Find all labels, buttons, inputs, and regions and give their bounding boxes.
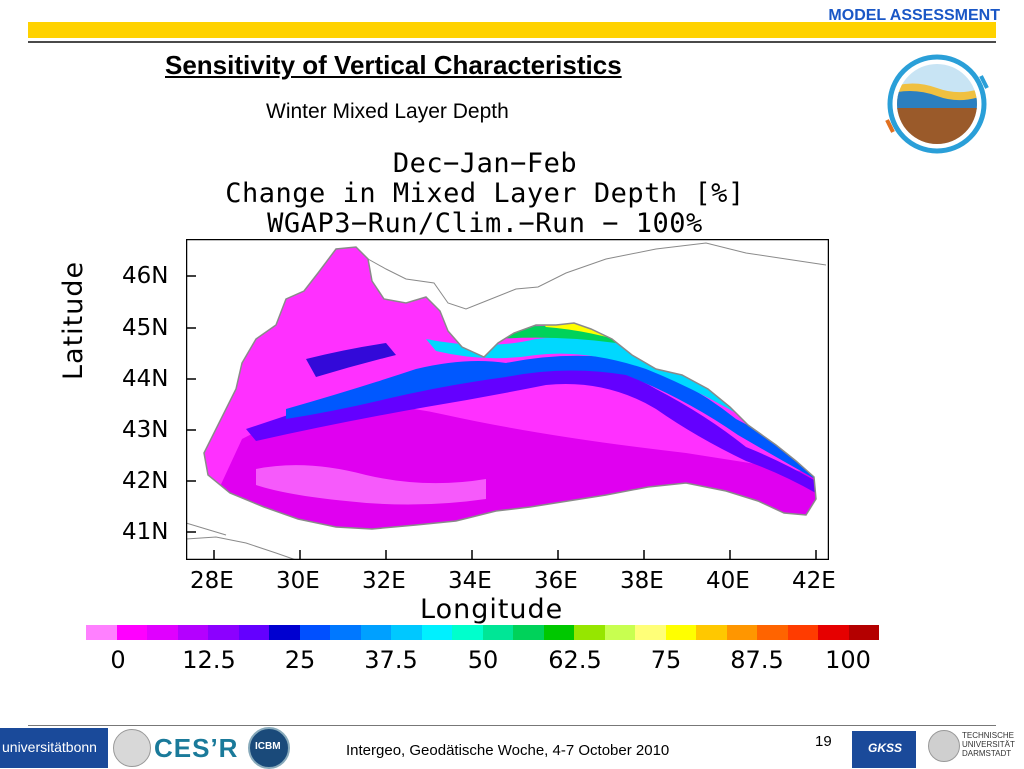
colorbar-tick-label: 87.5	[730, 646, 784, 674]
y-tick-label: 43N	[122, 417, 169, 443]
x-tick-label: 28E	[190, 568, 234, 594]
x-tick-label: 40E	[706, 568, 750, 594]
colorbar-tick-label: 37.5	[364, 646, 418, 674]
university-seal-icon	[113, 729, 151, 767]
tu-logo-line: TECHNISCHE	[962, 731, 1015, 740]
colorbar-swatch	[757, 625, 788, 640]
colorbar-swatch	[238, 625, 269, 640]
footer-text: Intergeo, Geodätische Woche, 4-7 October…	[346, 742, 670, 759]
colorbar-swatch	[574, 625, 605, 640]
colorbar-tick-label: 62.5	[548, 646, 602, 674]
colorbar-tick-label: 100	[825, 646, 871, 674]
icbm-text: ICBM	[255, 741, 281, 752]
icbm-logo: ICBM	[248, 727, 290, 769]
colorbar-swatch	[452, 625, 483, 640]
colorbar-swatch	[299, 625, 330, 640]
tu-logo-line: UNIVERSITÄT	[962, 740, 1015, 749]
x-tick-label: 32E	[362, 568, 406, 594]
colorbar-swatch	[665, 625, 696, 640]
colorbar-swatch	[360, 625, 391, 640]
slide-title: Sensitivity of Vertical Characteristics	[165, 50, 622, 80]
cesr-logo: CES’R	[154, 733, 239, 763]
colorbar-swatch	[787, 625, 818, 640]
tu-logo-line: DARMSTADT	[962, 749, 1012, 758]
page-number: 19	[815, 733, 832, 750]
x-tick-label: 38E	[620, 568, 664, 594]
tu-darmstadt-logo: TECHNISCHE UNIVERSITÄT DARMSTADT	[962, 731, 1015, 758]
slide-subtitle: Winter Mixed Layer Depth	[266, 100, 509, 123]
colorbar-swatch	[604, 625, 635, 640]
figure-title-line-2: Change in Mixed Layer Depth [%]	[225, 178, 745, 209]
x-tick-label: 36E	[534, 568, 578, 594]
colorbar-tick-label: 75	[650, 646, 682, 674]
y-tick-label: 41N	[122, 519, 169, 545]
y-axis-label: Latitude	[58, 260, 89, 380]
colorbar-swatch	[86, 625, 117, 640]
colorbar-swatch	[848, 625, 879, 640]
colorbar-swatch	[391, 625, 422, 640]
colorbar	[86, 625, 879, 640]
figure-title-line-1: Dec−Jan−Feb	[392, 148, 578, 179]
y-tick-label: 44N	[122, 366, 169, 392]
colorbar-swatch	[177, 625, 208, 640]
colorbar-tick-label: 0	[110, 646, 126, 674]
colorbar-swatch	[726, 625, 757, 640]
header-bar	[28, 22, 996, 38]
x-tick-label: 34E	[448, 568, 492, 594]
colorbar-swatch	[818, 625, 849, 640]
section-label: MODEL ASSESSMENT	[828, 7, 1000, 24]
y-tick-label: 46N	[122, 263, 169, 289]
x-axis-label: Longitude	[420, 594, 564, 625]
x-tick-label: 30E	[276, 568, 320, 594]
colorbar-swatch	[116, 625, 147, 640]
colorbar-swatch	[543, 625, 574, 640]
colorbar-swatch	[421, 625, 452, 640]
footer-divider	[28, 725, 996, 726]
colorbar-tick-label: 25	[284, 646, 316, 674]
gkss-text: GKSS	[868, 741, 903, 755]
tu-seal-icon	[928, 730, 960, 762]
colorbar-tick-label: 12.5	[182, 646, 236, 674]
header-divider	[28, 41, 996, 43]
university-bonn-text: universitätbonn	[2, 739, 97, 755]
colorbar-tick-label: 50	[467, 646, 499, 674]
mld-change-map	[186, 239, 829, 560]
colorbar-swatch	[147, 625, 178, 640]
x-tick-label: 42E	[792, 568, 836, 594]
colorbar-swatch	[208, 625, 239, 640]
colorbar-swatch	[330, 625, 361, 640]
university-bonn-logo: universitätbonn	[0, 728, 108, 768]
figure-title-line-3: WGAP3−Run/Clim.−Run − 100%	[267, 208, 703, 239]
colorbar-swatch	[269, 625, 300, 640]
y-tick-label: 42N	[122, 468, 169, 494]
colorbar-swatch	[513, 625, 544, 640]
colorbar-swatch	[482, 625, 513, 640]
y-tick-label: 45N	[122, 315, 169, 341]
project-logo-icon	[885, 54, 989, 154]
gkss-logo: GKSS	[852, 731, 916, 768]
colorbar-swatch	[696, 625, 727, 640]
colorbar-swatch	[635, 625, 666, 640]
